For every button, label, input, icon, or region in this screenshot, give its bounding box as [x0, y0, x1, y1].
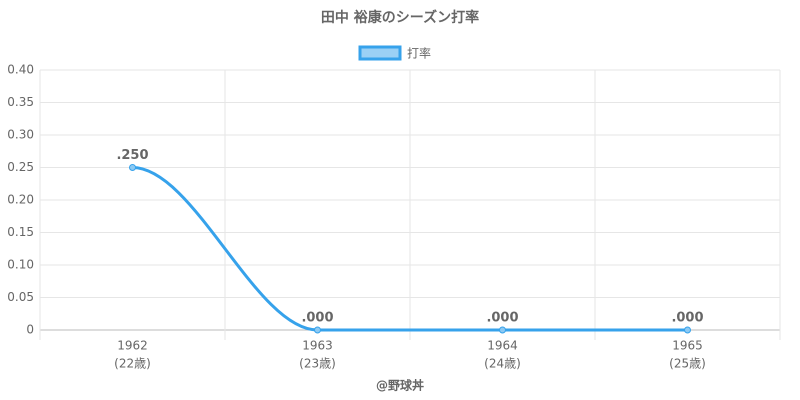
- x-tick-label: 1963: [302, 339, 333, 353]
- y-tick-label: 0.10: [7, 258, 34, 272]
- legend-swatch: [358, 45, 402, 61]
- y-tick-label: 0.35: [7, 95, 34, 109]
- x-tick-label: 1962: [117, 339, 148, 353]
- chart-title: 田中 裕康のシーズン打率: [321, 9, 479, 26]
- x-tick-sublabel: (22歳): [114, 357, 151, 371]
- y-tick-label: 0.15: [7, 225, 34, 239]
- legend-label: 打率: [407, 46, 431, 61]
- data-label: .000: [301, 311, 333, 326]
- y-tick-label: 0.25: [7, 160, 34, 174]
- series-line: [132, 166, 688, 332]
- y-tick-label: 0.20: [7, 193, 34, 207]
- data-point: [314, 326, 321, 334]
- x-tick-sublabel: (23歳): [299, 357, 336, 371]
- y-tick-label: 0: [26, 323, 34, 337]
- data-label: .000: [671, 311, 703, 326]
- x-tick-sublabel: (24歳): [484, 357, 521, 371]
- data-label: .000: [486, 311, 518, 326]
- y-tick-label: 0.40: [7, 63, 34, 77]
- x-tick-sublabel: (25歳): [669, 357, 706, 371]
- x-axis-label: @野球丼: [376, 378, 424, 393]
- data-point: [499, 326, 506, 334]
- x-tick-label: 1964: [487, 339, 518, 353]
- data-point: [129, 164, 136, 171]
- y-tick-label: 0.30: [7, 128, 34, 142]
- data-label: .250: [116, 148, 148, 163]
- x-tick-label: 1965: [672, 339, 703, 353]
- data-point: [684, 326, 691, 334]
- y-tick-label: 0.05: [7, 290, 34, 304]
